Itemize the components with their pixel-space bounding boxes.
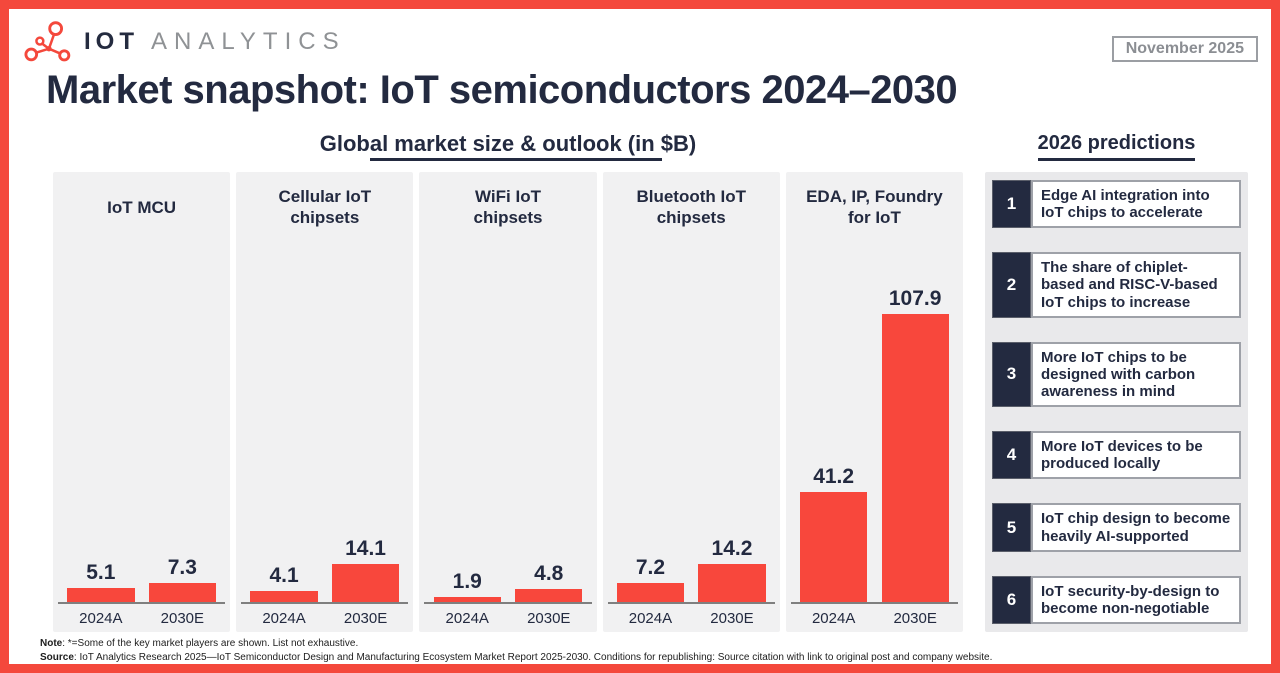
- prediction-text: IoT chip design to become heavily AI-sup…: [1031, 503, 1241, 552]
- panel-title: Cellular IoT chipsets: [278, 187, 372, 227]
- chart-panel-bluetooth: Bluetooth IoT chipsets 7.2 14.2 2024A 20…: [602, 172, 780, 632]
- predictions-panel: 1 Edge AI integration into IoT chips to …: [985, 172, 1248, 632]
- source-line: Source: IoT Analytics Research 2025—IoT …: [40, 652, 993, 663]
- bar-2030e: [698, 564, 766, 602]
- bar-value-label: 7.3: [167, 556, 197, 579]
- x-tick-label: 2030E: [343, 610, 388, 627]
- prediction-card-4: 4 More IoT devices to be produced locall…: [992, 431, 1241, 480]
- prediction-number: 6: [992, 575, 1031, 624]
- prediction-number: 5: [992, 503, 1031, 552]
- bar-2024a: [250, 591, 318, 602]
- bar-value-label: 14.1: [345, 537, 386, 560]
- chart-panel-cellular: Cellular IoT chipsets 4.1 14.1 2024A 203…: [236, 172, 414, 632]
- x-tick-label: 2024A: [79, 610, 123, 627]
- bar-value-label: 14.2: [711, 537, 753, 560]
- page-title: Market snapshot: IoT semiconductors 2024…: [46, 68, 958, 112]
- chart-panel-iot-mcu: IoT MCU 5.1 7.3 2024A 2030E: [53, 172, 231, 632]
- prediction-card-5: 5 IoT chip design to become heavily AI-s…: [992, 503, 1241, 552]
- bar-value-label: 107.9: [888, 287, 942, 310]
- bar-value-label: 4.1: [269, 564, 299, 587]
- bar-2024a: [433, 597, 501, 602]
- predictions-heading: 2026 predictions: [985, 132, 1248, 161]
- panel-title: Bluetooth IoT chipsets: [636, 187, 746, 227]
- x-tick-label: 2024A: [445, 610, 489, 627]
- prediction-text: Edge AI integration into IoT chips to ac…: [1031, 180, 1241, 229]
- bar-2030e: [148, 583, 217, 602]
- prediction-text: More IoT chips to be designed with carbo…: [1031, 341, 1241, 407]
- panel-title: IoT MCU: [107, 197, 177, 217]
- logo-text-secondary: ANALYTICS: [151, 28, 346, 55]
- footnotes: Note: *=Some of the key market players a…: [40, 637, 992, 665]
- x-axis-line: [241, 602, 409, 604]
- x-tick-label: 2024A: [262, 610, 306, 627]
- bar-value-label: 41.2: [813, 465, 855, 488]
- bar-2030e: [881, 314, 949, 602]
- x-tick-label: 2030E: [160, 610, 205, 627]
- prediction-number: 3: [992, 341, 1031, 407]
- panel-title: WiFi IoT chipsets: [473, 187, 543, 227]
- x-axis-line: [58, 602, 226, 604]
- x-axis-line: [424, 602, 592, 604]
- bar-2024a: [616, 583, 685, 602]
- bar-value-label: 1.9: [452, 570, 482, 593]
- prediction-card-6: 6 IoT security-by-design to become non-n…: [992, 575, 1241, 624]
- date-badge: November 2025: [1111, 36, 1258, 62]
- bar-value-label: 4.8: [534, 562, 564, 585]
- bar-value-label: 7.2: [635, 556, 666, 579]
- prediction-card-2: 2 The share of chiplet-based and RISC-V-…: [992, 252, 1241, 318]
- prediction-text: The share of chiplet-based and RISC-V-ba…: [1031, 252, 1241, 318]
- x-tick-label: 2030E: [893, 610, 937, 627]
- note-line: Note: *=Some of the key market players a…: [40, 638, 359, 649]
- molecule-network-icon: [24, 20, 72, 64]
- prediction-number: 4: [992, 431, 1031, 480]
- prediction-text: More IoT devices to be produced locally: [1031, 431, 1241, 480]
- x-axis-line: [607, 602, 775, 604]
- bar-2024a: [67, 588, 135, 602]
- chart-panel-wifi: WiFi IoT chipsets 1.9 4.8 2024A 2030E: [419, 172, 597, 632]
- x-tick-label: 2030E: [527, 610, 571, 627]
- x-tick-label: 2030E: [710, 610, 754, 627]
- x-tick-label: 2024A: [628, 610, 673, 627]
- x-axis-line: [790, 602, 959, 604]
- bar-2024a: [799, 492, 868, 602]
- chart-section-heading-underline: [370, 158, 662, 161]
- bar-2030e: [515, 589, 583, 602]
- chart-panel-eda-ip-foundry: EDA, IP, Foundry for IoT 41.2 107.9 2024…: [785, 172, 964, 632]
- prediction-number: 2: [992, 252, 1031, 318]
- logo-text-primary: IOT: [84, 28, 139, 55]
- bar-2030e: [331, 564, 400, 602]
- prediction-card-3: 3 More IoT chips to be designed with car…: [992, 341, 1241, 407]
- prediction-number: 1: [992, 180, 1031, 229]
- bar-chart-row: IoT MCU 5.1 7.3 2024A 2030E Cellular IoT…: [53, 172, 964, 632]
- panel-title: EDA, IP, Foundry for IoT: [806, 187, 943, 227]
- prediction-card-1: 1 Edge AI integration into IoT chips to …: [992, 180, 1241, 229]
- x-tick-label: 2024A: [811, 610, 856, 627]
- prediction-text: IoT security-by-design to become non-neg…: [1031, 575, 1241, 624]
- bar-value-label: 5.1: [86, 561, 116, 584]
- chart-section-heading: Global market size & outlook (in $B): [319, 131, 697, 156]
- iot-analytics-logo: IOT ANALYTICS: [24, 20, 346, 64]
